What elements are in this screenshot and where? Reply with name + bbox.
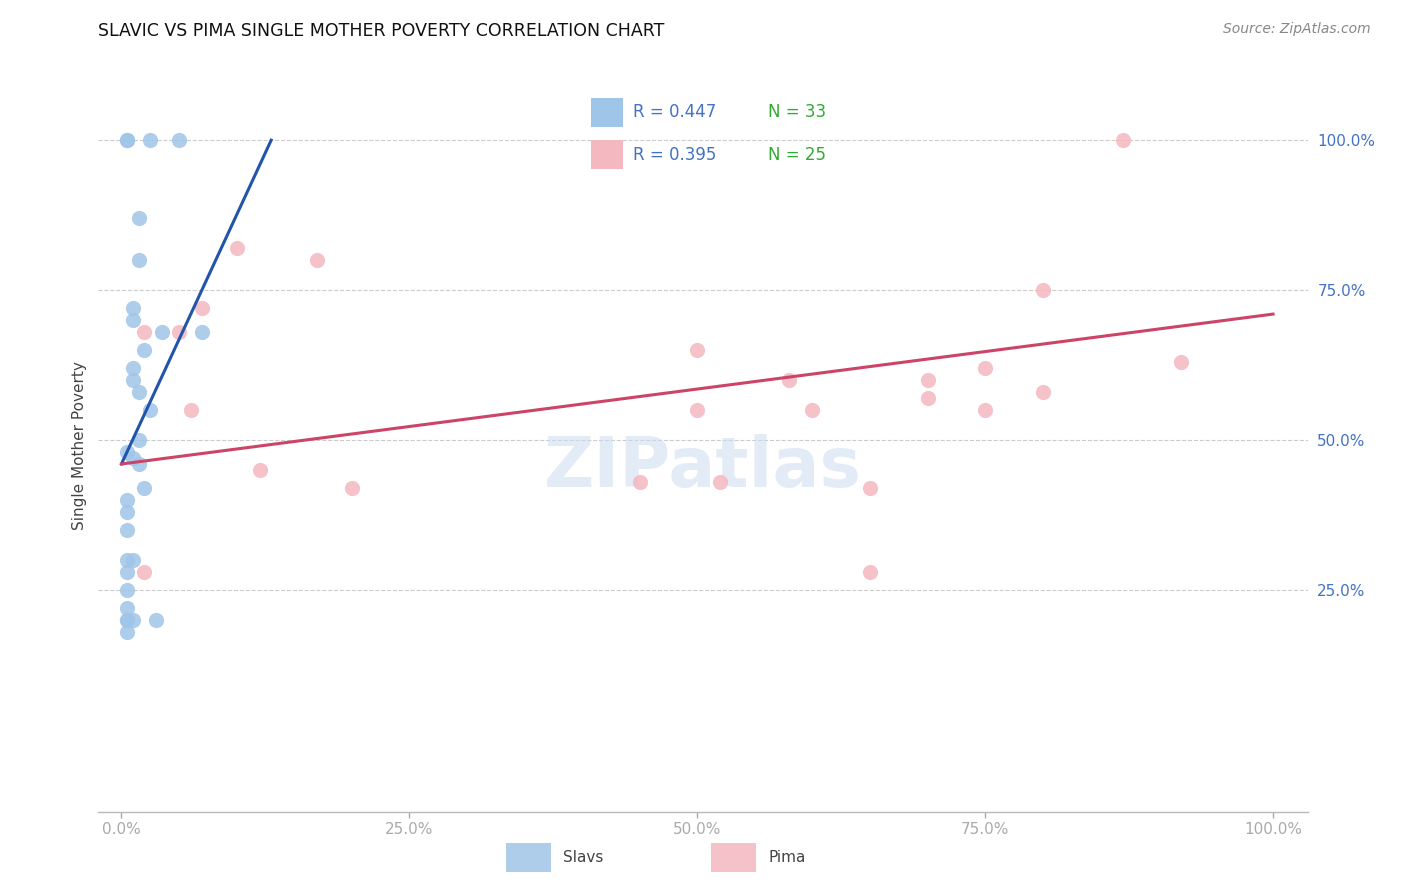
Point bbox=[128, 457, 150, 471]
Point bbox=[145, 613, 167, 627]
Point bbox=[122, 301, 145, 315]
Point bbox=[686, 343, 709, 357]
Point bbox=[115, 582, 138, 597]
Text: ZIPatlas: ZIPatlas bbox=[544, 434, 862, 501]
Point bbox=[249, 463, 271, 477]
Point bbox=[128, 211, 150, 226]
Point bbox=[167, 133, 190, 147]
Y-axis label: Single Mother Poverty: Single Mother Poverty bbox=[72, 361, 87, 531]
Point bbox=[115, 492, 138, 507]
Point bbox=[122, 553, 145, 567]
Point bbox=[1170, 355, 1192, 369]
Point bbox=[122, 361, 145, 376]
Point bbox=[134, 343, 156, 357]
Point bbox=[801, 403, 824, 417]
Point bbox=[191, 301, 214, 315]
Point bbox=[778, 373, 800, 387]
Point bbox=[1032, 283, 1054, 297]
Point bbox=[180, 403, 202, 417]
Point bbox=[115, 133, 138, 147]
Point bbox=[139, 133, 162, 147]
Point bbox=[150, 325, 173, 339]
Point bbox=[1032, 385, 1054, 400]
Point bbox=[115, 624, 138, 639]
Point bbox=[974, 403, 997, 417]
Point bbox=[859, 565, 882, 579]
Point bbox=[115, 600, 138, 615]
Point bbox=[917, 391, 939, 405]
Point bbox=[974, 361, 997, 376]
Point bbox=[128, 253, 150, 268]
Point bbox=[134, 565, 156, 579]
Point bbox=[134, 481, 156, 495]
Point bbox=[115, 553, 138, 567]
Point bbox=[122, 613, 145, 627]
Point bbox=[139, 403, 162, 417]
Point bbox=[115, 445, 138, 459]
Point bbox=[340, 481, 363, 495]
Text: Source: ZipAtlas.com: Source: ZipAtlas.com bbox=[1223, 22, 1371, 37]
Point bbox=[115, 565, 138, 579]
Point bbox=[122, 313, 145, 327]
Point bbox=[1112, 133, 1135, 147]
Point bbox=[307, 253, 329, 268]
Point bbox=[686, 403, 709, 417]
Point bbox=[859, 481, 882, 495]
Point bbox=[115, 613, 138, 627]
Point bbox=[167, 325, 190, 339]
Point bbox=[134, 325, 156, 339]
Point bbox=[191, 325, 214, 339]
Point bbox=[115, 505, 138, 519]
Text: SLAVIC VS PIMA SINGLE MOTHER POVERTY CORRELATION CHART: SLAVIC VS PIMA SINGLE MOTHER POVERTY COR… bbox=[98, 22, 665, 40]
Point bbox=[115, 523, 138, 537]
Point bbox=[917, 373, 939, 387]
Point bbox=[225, 241, 247, 255]
Point bbox=[122, 373, 145, 387]
Point bbox=[122, 450, 145, 465]
Point bbox=[115, 613, 138, 627]
Point bbox=[128, 433, 150, 447]
Point bbox=[128, 385, 150, 400]
Point bbox=[709, 475, 731, 489]
Point bbox=[628, 475, 651, 489]
Point bbox=[115, 133, 138, 147]
